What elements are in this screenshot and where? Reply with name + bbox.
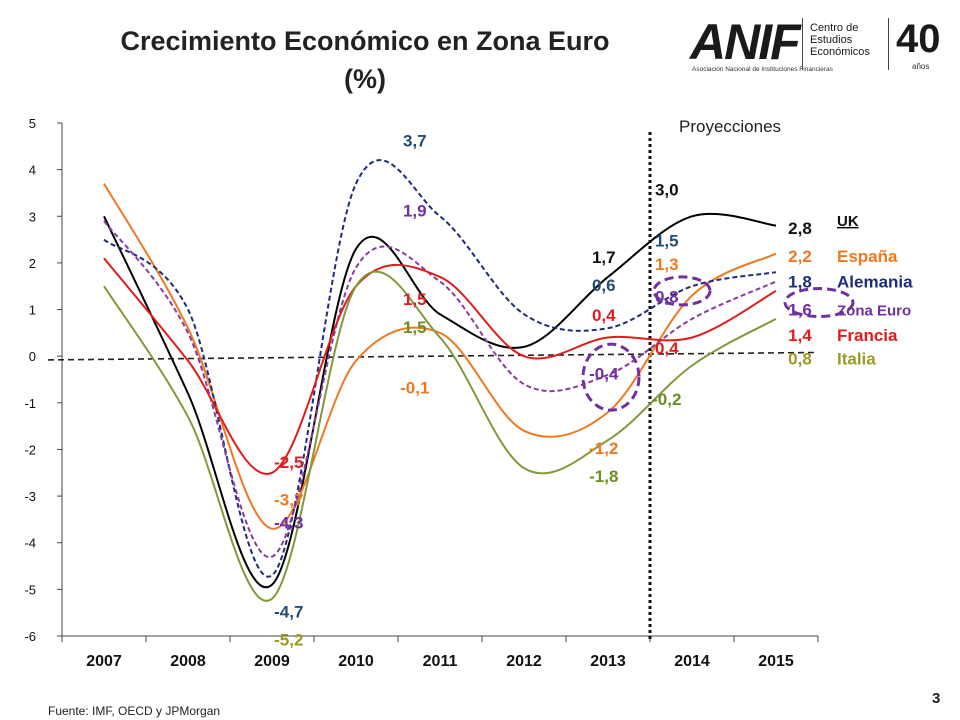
series-line	[103, 212, 777, 589]
chart-axes: 5 4 3 2 1 0 -1 -2 -3 -4 -5 -6 2007 2008 2009 2010 2011 20…	[24, 116, 819, 670]
legend-value: 1,8	[788, 273, 812, 292]
data-label: -4,3	[274, 514, 303, 533]
legend-entry: UK	[837, 213, 859, 230]
highlight-circle	[581, 342, 641, 412]
legend-value: 1,6	[788, 301, 812, 320]
y-tick-label: -6	[24, 629, 36, 644]
anif-logo: ANIF Asociación Nacional de Institucione…	[690, 6, 952, 80]
y-tick-label: -2	[24, 442, 36, 457]
data-label: -3,7	[274, 490, 303, 509]
legend-entry: Alemania	[837, 273, 913, 292]
series-line	[103, 183, 777, 530]
logo-anniversary-subtitle: años	[912, 62, 930, 71]
chart-title-text: Crecimiento Económico en Zona Euro	[120, 26, 610, 56]
x-tick-label: 2014	[674, 653, 710, 670]
data-label: -0,4	[589, 365, 619, 384]
legend-value: 1,4	[788, 326, 812, 345]
data-label: -0,2	[652, 390, 681, 409]
data-label: -2,5	[274, 453, 303, 472]
data-label: 1,5	[655, 232, 679, 251]
data-label: 0,4	[655, 339, 679, 358]
x-tick-label: 2010	[338, 653, 374, 670]
data-label: 3,0	[655, 180, 679, 199]
logo-separator	[802, 18, 803, 70]
y-tick-label: 3	[29, 209, 36, 224]
logo-center-line: Estudios	[810, 34, 853, 46]
x-tick-label: 2012	[506, 653, 542, 670]
series-line	[103, 159, 777, 578]
y-tick-label: 4	[29, 163, 36, 178]
x-tick-label: 2011	[423, 653, 458, 670]
data-label: -0,1	[400, 378, 429, 397]
x-tick-label: 2008	[170, 653, 206, 670]
logo-center-line: Económicos	[810, 46, 870, 58]
zero-baseline	[47, 351, 819, 361]
legend-entry: Francia	[837, 326, 898, 345]
x-tick-label: 2007	[86, 653, 122, 670]
chart-subtitle: (%)	[344, 64, 386, 94]
logo-separator	[888, 18, 889, 70]
highlight-circle	[652, 275, 712, 307]
highlight-circles	[581, 275, 855, 412]
legend-value: 0,8	[788, 350, 812, 369]
logo-anniversary: 40	[896, 17, 941, 61]
series-layer	[103, 159, 777, 602]
y-tick-label: -4	[24, 536, 36, 551]
series-line	[103, 257, 777, 475]
data-label: 0,8	[655, 288, 679, 307]
data-label: -5,2	[274, 630, 303, 649]
logo-center-line: Centro de	[810, 22, 859, 34]
y-tick-label: -1	[24, 396, 36, 411]
data-label: 3,7	[403, 131, 427, 150]
x-tick-label: 2015	[758, 653, 794, 670]
legend-value: 2,8	[788, 219, 812, 238]
data-label: 0,4	[592, 306, 616, 325]
page-number: 3	[932, 690, 941, 707]
legend-value: 2,2	[788, 247, 812, 266]
data-label: -4,7	[274, 602, 303, 621]
logo-center-text: Centro de Estudios Económicos	[810, 22, 870, 58]
y-tick-label: 1	[29, 303, 36, 318]
y-tick-label: 0	[29, 349, 36, 364]
series-line	[103, 270, 777, 602]
data-label: -1,8	[589, 467, 618, 486]
data-label: 1,9	[403, 201, 427, 220]
data-label: 1,7	[592, 248, 616, 267]
data-label: 1,5	[403, 290, 427, 309]
data-label: 0,6	[592, 276, 616, 295]
y-tick-label: 2	[29, 256, 36, 271]
projection-label: Proyecciones	[679, 117, 781, 136]
y-tick-label: -3	[24, 489, 36, 504]
logo-brand-subtitle: Asociación Nacional de Instituciones Fin…	[692, 66, 833, 73]
data-labels: 3,7 1,9 1,5 1,5 -0,1 -2,5 -3,7 -4,3 -4,7 -5,2 1,7 0…	[274, 131, 681, 649]
legend-entry: Zona Euro	[837, 303, 911, 320]
y-tick-label: -5	[24, 582, 36, 597]
x-tick-label: 2013	[590, 653, 626, 670]
data-label: -1,2	[589, 439, 618, 458]
y-tick-label: 5	[29, 116, 36, 131]
source-note: Fuente: IMF, OECD y JPMorgan	[48, 704, 221, 718]
legend-entry: Italia	[837, 350, 876, 369]
highlight-circle	[783, 287, 855, 319]
legend: 2,8 UK 2,2 España 1,8 Alemania 1,6 Zona Euro 1,4…	[788, 213, 913, 369]
legend-entry: España	[837, 247, 898, 266]
data-label: 1,3	[655, 255, 679, 274]
x-tick-label: 2009	[254, 653, 290, 670]
data-label: 1,5	[403, 318, 427, 337]
zero-baseline-layer	[47, 132, 819, 640]
chart-title: Crecimiento Económico en Zona Euro (%)	[20, 22, 710, 98]
logo-brand: ANIF	[690, 14, 801, 70]
